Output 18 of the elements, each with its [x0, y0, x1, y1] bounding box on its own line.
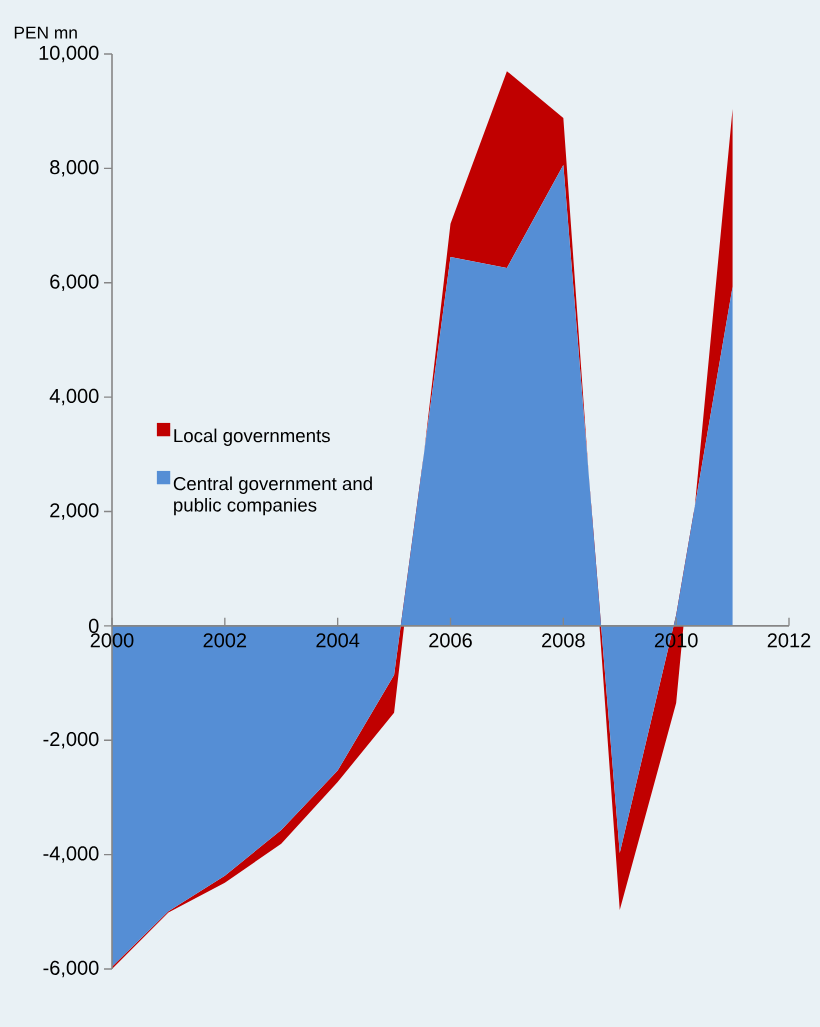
y-tick-label: 6,000 [50, 274, 99, 291]
legend-label: Local governments [174, 428, 330, 446]
x-tick-label: 2000 [90, 633, 134, 648]
x-tick-label: 2004 [316, 633, 360, 648]
x-tick-label: 2006 [429, 633, 472, 648]
y-tick-label: -4,000 [43, 846, 99, 863]
legend-label: Central government and public companies [173, 476, 372, 516]
x-tick-label: 2012 [767, 633, 811, 648]
y-tick-label: -2,000 [43, 731, 99, 749]
x-tick-label: 2008 [542, 633, 585, 648]
y-tick-label: 4,000 [49, 388, 99, 406]
y-axis-title: PEN mn [14, 26, 77, 39]
y-tick-label: 2,000 [50, 503, 99, 520]
y-tick-label: 8,000 [50, 160, 99, 177]
x-tick-label: 2002 [203, 633, 247, 648]
y-tick-label: 10,000 [39, 45, 99, 63]
y-tick-label: -6,000 [43, 960, 99, 978]
y-tick-label: 0 [88, 618, 99, 633]
